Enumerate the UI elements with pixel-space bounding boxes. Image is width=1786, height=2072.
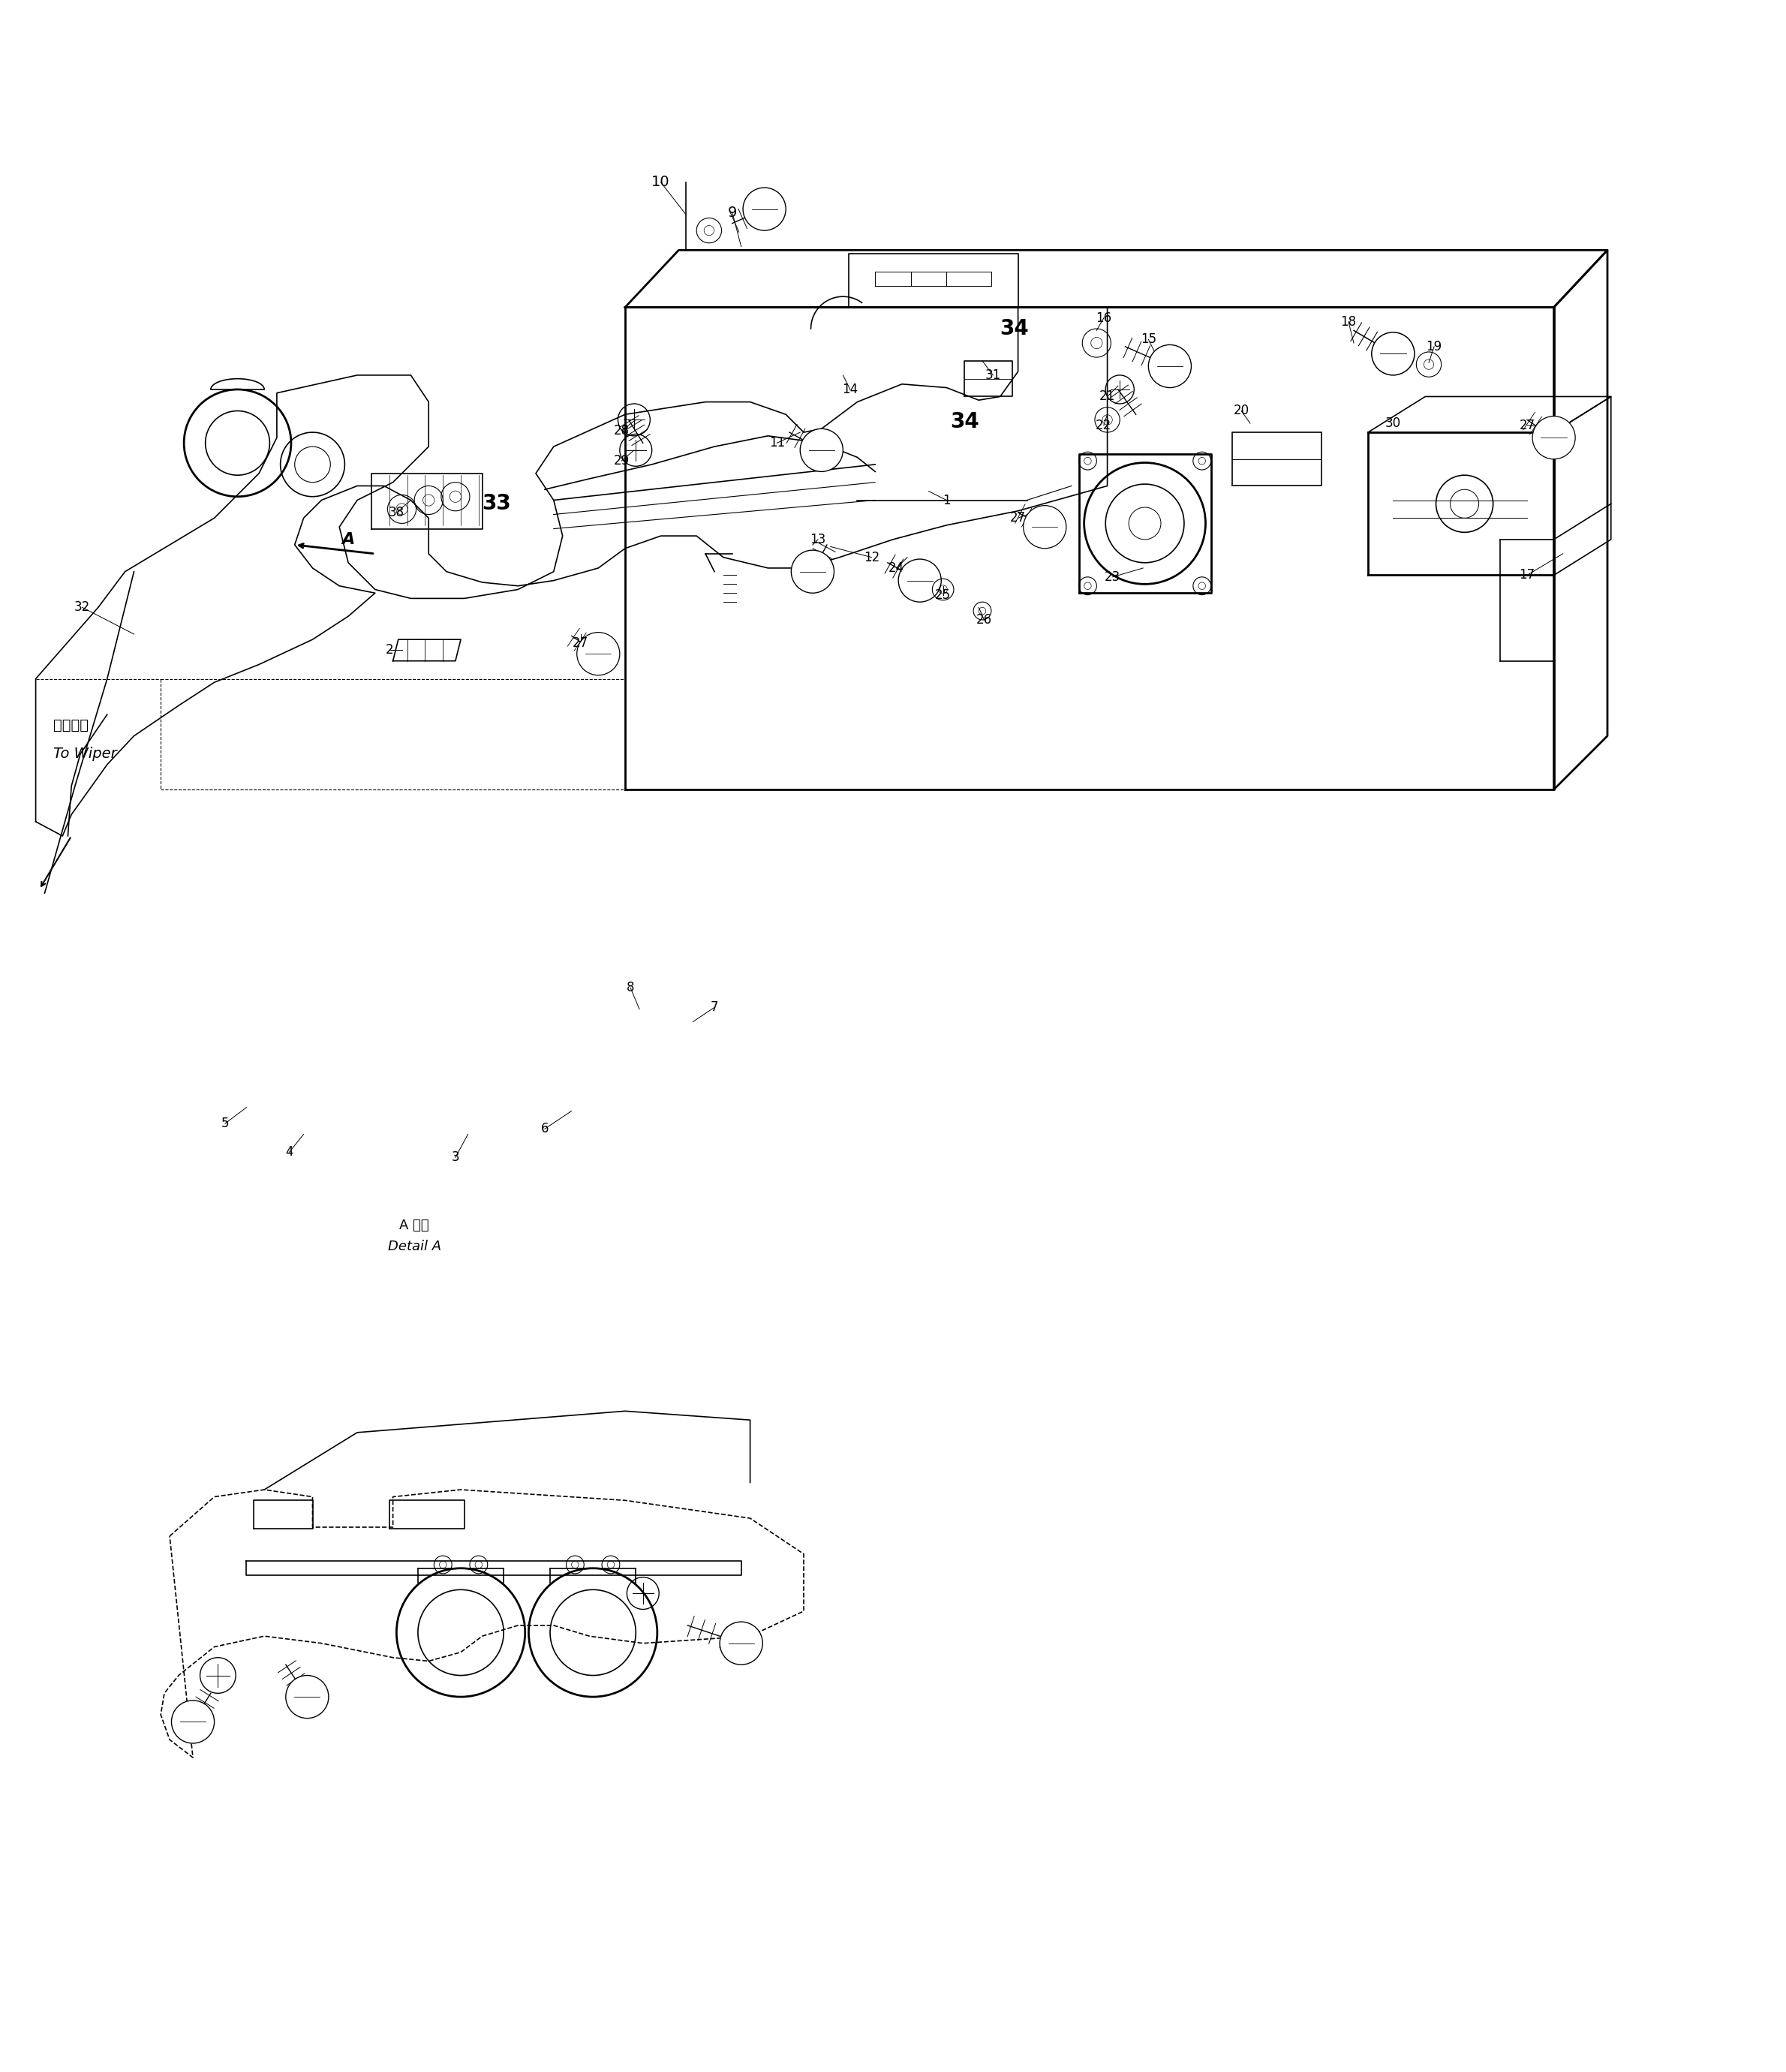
Text: 1: 1 — [943, 493, 950, 508]
Text: 33: 33 — [482, 493, 511, 514]
Text: 13: 13 — [811, 533, 825, 547]
Text: 18: 18 — [1341, 315, 1356, 327]
Circle shape — [800, 429, 843, 472]
Text: 4: 4 — [286, 1146, 293, 1158]
Text: 24: 24 — [889, 562, 904, 574]
Text: 22: 22 — [1097, 419, 1111, 431]
Text: 16: 16 — [1097, 311, 1111, 325]
Text: 8: 8 — [627, 980, 634, 995]
Circle shape — [286, 1676, 329, 1718]
Text: 12: 12 — [864, 551, 879, 564]
Text: 6: 6 — [541, 1123, 548, 1135]
Circle shape — [529, 1569, 657, 1697]
Text: 29: 29 — [614, 454, 629, 468]
Text: 21: 21 — [1100, 390, 1114, 404]
Text: 34: 34 — [1000, 319, 1029, 340]
Text: 11: 11 — [770, 437, 784, 450]
Circle shape — [1372, 332, 1415, 375]
Text: 9: 9 — [727, 205, 738, 220]
Text: 14: 14 — [843, 383, 857, 396]
Text: 34: 34 — [950, 410, 979, 433]
Text: 27: 27 — [1520, 419, 1534, 431]
Text: 25: 25 — [936, 588, 950, 601]
Circle shape — [1023, 506, 1066, 549]
Circle shape — [1532, 416, 1575, 460]
Text: 15: 15 — [1141, 334, 1156, 346]
Text: 3: 3 — [452, 1150, 459, 1164]
Text: 32: 32 — [75, 601, 89, 613]
Text: 28: 28 — [614, 425, 629, 437]
Text: A 詳細: A 詳細 — [400, 1218, 429, 1233]
Circle shape — [898, 559, 941, 603]
Text: Detail A: Detail A — [388, 1239, 441, 1254]
Text: 27: 27 — [1011, 512, 1025, 524]
Circle shape — [577, 632, 620, 675]
Text: 31: 31 — [986, 369, 1000, 381]
Text: ワイパヘ: ワイパヘ — [54, 719, 89, 731]
Text: 17: 17 — [1520, 568, 1534, 582]
Circle shape — [1148, 344, 1191, 387]
Text: 27: 27 — [573, 636, 588, 651]
Text: 7: 7 — [711, 1001, 718, 1013]
Circle shape — [396, 1569, 525, 1697]
Text: A: A — [341, 533, 355, 547]
Text: 38: 38 — [389, 506, 404, 520]
Text: 5: 5 — [221, 1117, 229, 1129]
Circle shape — [791, 551, 834, 593]
Text: 26: 26 — [977, 613, 991, 626]
Text: 10: 10 — [652, 176, 670, 189]
Circle shape — [720, 1622, 763, 1664]
Text: 20: 20 — [1234, 404, 1248, 419]
Text: 23: 23 — [1106, 570, 1120, 584]
Circle shape — [171, 1701, 214, 1743]
Circle shape — [743, 189, 786, 230]
Text: To Wiper: To Wiper — [54, 746, 118, 760]
Text: 2: 2 — [386, 644, 393, 657]
Text: 30: 30 — [1386, 416, 1400, 431]
Text: 19: 19 — [1427, 340, 1441, 354]
